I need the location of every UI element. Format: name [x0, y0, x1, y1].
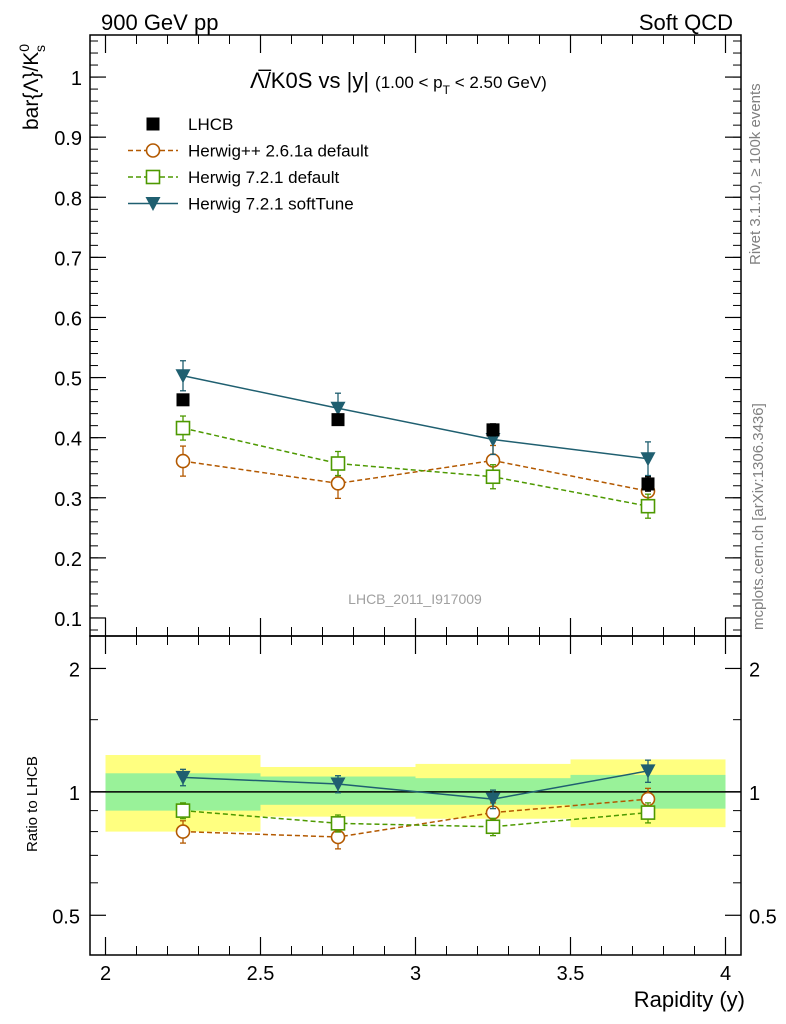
x-axis-label: Rapidity (y) [634, 987, 745, 1012]
y-axis-label-sub: s [32, 45, 48, 52]
main-herwig-721-softtune-point [175, 369, 191, 384]
ratio-ytick-label-right: 2 [749, 659, 760, 681]
main-herwigpp-261a-point [330, 476, 346, 491]
ratio-herwig-721-default-line [182, 809, 649, 828]
main-herwig-721-default-point [330, 456, 346, 471]
axis-ticks: 0.1 0.2 0.3 0.4 0.5 0.6 0.7 0.8 0.9 1 2 2.5 3 3.5 4 0.5… [52, 35, 777, 985]
chart-title-sub-subscript: T [443, 83, 451, 97]
analysis-watermark: LHCB_2011_I917009 [348, 591, 482, 607]
rivet-version-text: Rivet 3.1.10, ≥ 100k events [747, 83, 764, 265]
main-ytick-label: 0.9 [54, 128, 82, 150]
main-herwig-721-default-point [485, 469, 501, 485]
ratio-herwig-721-softtune-line [182, 770, 649, 800]
ratio-herwig-721-softtune-point [640, 764, 656, 779]
main-lhcb-point [486, 423, 500, 437]
legend-marker-herwig-721-default [145, 169, 161, 185]
ratio-series [175, 759, 656, 850]
chart-title: Λ̅/K0S vs |y| (1.00 < pT < 2.50 GeV) [250, 68, 547, 97]
legend-label-herwigpp-261a: Herwig++ 2.6.1a default [188, 142, 369, 161]
chart-title-sub: (1.00 < p [375, 73, 443, 92]
legend-marker-herwig-721-softtune [145, 197, 161, 211]
main-ytick-label: 0.6 [54, 308, 82, 330]
main-herwig-721-default-line [182, 427, 649, 507]
ratio-ytick-label-right: 0.5 [749, 906, 777, 928]
main-ytick-label: 0.8 [54, 188, 82, 210]
y-axis-label-sup: 0 [16, 44, 32, 52]
chart-title-main: Λ̅/K0S vs |y| [250, 68, 369, 93]
header-left: 900 GeV pp [101, 10, 218, 35]
ratio-ytick-label-left: 1 [69, 783, 80, 805]
ratio-herwig-721-softtune-point [175, 770, 191, 785]
ratio-herwig-721-default-point [640, 805, 656, 820]
main-herwig-721-softtune-point [485, 432, 501, 447]
main-herwig-721-softtune-point [330, 401, 346, 416]
xtick-label: 3 [410, 963, 421, 985]
xtick-label: 4 [720, 963, 731, 985]
legend-marker-lhcb [146, 117, 160, 131]
ratio-ytick-label-left: 2 [69, 659, 80, 681]
main-ytick-label: 0.4 [54, 429, 82, 451]
ratio-y-axis-label: Ratio to LHCB [24, 756, 41, 852]
xtick-label: 2 [100, 963, 111, 985]
main-herwigpp-261a-point [175, 453, 191, 469]
main-lhcb-point [641, 477, 655, 491]
legend-marker-herwigpp-261a [145, 143, 161, 158]
main-herwig-721-default-point [640, 498, 656, 514]
main-series [175, 360, 656, 519]
ratio-ytick-label-right: 1 [749, 783, 760, 805]
legend-label-herwig-721-default: Herwig 7.2.1 default [188, 168, 339, 187]
header-right: Soft QCD [639, 10, 733, 35]
ratio-herwig-721-softtune-point [485, 792, 501, 807]
main-ytick-label: 0.1 [54, 609, 82, 631]
main-herwig-721-softtune-line [182, 375, 649, 460]
main-ytick-label: 0.5 [54, 369, 82, 391]
ratio-herwig-721-default-point [330, 816, 346, 831]
chart-title-sub-end: < 2.50 GeV) [450, 73, 547, 92]
mcplots-reference-text: mcplots.cern.ch [arXiv:1306.3436] [750, 403, 767, 630]
ratio-herwig-721-softtune-point [330, 777, 346, 792]
ratio-ytick-label-left: 0.5 [52, 906, 80, 928]
main-lhcb-point [176, 393, 190, 407]
legend-label-lhcb: LHCB [188, 115, 233, 134]
y-axis-label: bar{Λ}/K0s [16, 44, 48, 130]
main-ytick-label: 0.2 [54, 549, 82, 571]
ratio-herwig-721-default-point [485, 819, 501, 835]
main-ytick-label: 1 [71, 68, 82, 90]
main-herwigpp-261a-line [182, 459, 649, 492]
ratio-herwigpp-261a-point [175, 824, 191, 839]
y-axis-label-main: bar{Λ}/K [20, 52, 43, 130]
xtick-label: 2.5 [247, 963, 275, 985]
legend-label-herwig-721-softtune: Herwig 7.2.1 softTune [188, 195, 354, 214]
main-ytick-label: 0.7 [54, 248, 82, 270]
main-herwig-721-softtune-point [640, 452, 656, 467]
xtick-label: 3.5 [557, 963, 585, 985]
main-lhcb-point [331, 413, 345, 427]
legend: LHCB Herwig++ 2.6.1a default Herwig 7.2.1 … [128, 115, 369, 214]
main-ytick-label: 0.3 [54, 489, 82, 511]
ratio-herwig-721-default-point [175, 803, 191, 818]
main-herwig-721-default-point [175, 420, 191, 436]
